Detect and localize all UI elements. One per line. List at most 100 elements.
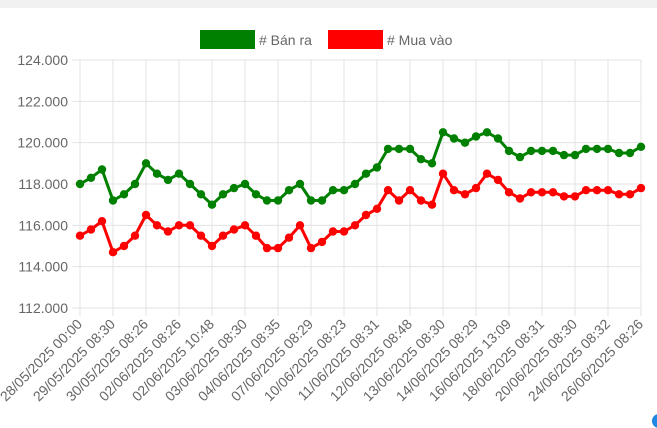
data-point[interactable] — [119, 241, 129, 251]
data-point[interactable] — [262, 243, 272, 253]
data-point[interactable] — [515, 152, 525, 162]
data-point[interactable] — [537, 146, 547, 156]
data-point[interactable] — [625, 148, 635, 158]
data-point[interactable] — [75, 179, 85, 189]
data-point[interactable] — [174, 221, 184, 230]
data-point[interactable] — [614, 190, 624, 199]
data-point[interactable] — [493, 134, 503, 143]
data-point[interactable] — [394, 144, 404, 154]
data-point[interactable] — [207, 241, 217, 251]
data-point[interactable] — [163, 175, 173, 185]
data-point[interactable] — [460, 190, 470, 199]
data-point[interactable] — [372, 204, 382, 213]
data-point[interactable] — [97, 217, 107, 226]
data-point[interactable] — [570, 150, 580, 160]
data-point[interactable] — [229, 225, 239, 234]
data-point[interactable] — [526, 146, 536, 156]
data-point[interactable] — [317, 196, 327, 205]
data-point[interactable] — [350, 221, 360, 230]
data-point[interactable] — [636, 142, 646, 151]
data-point[interactable] — [526, 188, 536, 197]
data-point[interactable] — [405, 144, 415, 154]
data-point[interactable] — [361, 169, 371, 178]
data-point[interactable] — [141, 159, 151, 168]
data-point[interactable] — [460, 138, 470, 147]
data-point[interactable] — [273, 196, 283, 205]
data-point[interactable] — [262, 196, 272, 205]
data-point[interactable] — [306, 243, 316, 253]
legend-item-2[interactable]: # Mua vào — [328, 30, 453, 49]
data-point[interactable] — [295, 179, 305, 189]
data-point[interactable] — [152, 169, 162, 178]
data-point[interactable] — [636, 183, 646, 193]
data-point[interactable] — [185, 179, 195, 189]
data-point[interactable] — [559, 150, 569, 160]
data-point[interactable] — [119, 190, 129, 199]
data-point[interactable] — [383, 186, 393, 195]
data-point[interactable] — [548, 188, 558, 197]
data-point[interactable] — [284, 186, 294, 195]
data-point[interactable] — [592, 144, 602, 154]
data-point[interactable] — [482, 169, 492, 178]
data-point[interactable] — [504, 188, 514, 197]
data-point[interactable] — [240, 179, 250, 189]
data-point[interactable] — [75, 231, 85, 240]
legend-item-1[interactable]: # Bán ra — [200, 30, 312, 49]
data-point[interactable] — [251, 231, 261, 240]
data-point[interactable] — [471, 183, 481, 193]
data-point[interactable] — [537, 188, 547, 197]
data-point[interactable] — [141, 210, 151, 220]
data-point[interactable] — [559, 192, 569, 201]
chart-legend[interactable]: # Bán ra # Mua vào — [200, 30, 453, 49]
data-point[interactable] — [339, 227, 349, 236]
data-point[interactable] — [581, 144, 591, 154]
data-point[interactable] — [449, 134, 459, 143]
data-point[interactable] — [570, 192, 580, 201]
data-point[interactable] — [603, 186, 613, 195]
data-point[interactable] — [592, 186, 602, 195]
data-point[interactable] — [581, 186, 591, 195]
data-point[interactable] — [361, 210, 371, 220]
data-point[interactable] — [438, 128, 448, 137]
data-point[interactable] — [548, 146, 558, 156]
data-point[interactable] — [471, 132, 481, 141]
data-point[interactable] — [416, 196, 426, 205]
data-point[interactable] — [218, 190, 228, 199]
data-point[interactable] — [86, 225, 96, 234]
data-point[interactable] — [493, 175, 503, 185]
data-point[interactable] — [240, 221, 250, 230]
data-point[interactable] — [284, 233, 294, 242]
data-point[interactable] — [196, 231, 206, 240]
data-point[interactable] — [427, 200, 437, 209]
data-point[interactable] — [504, 146, 514, 156]
data-point[interactable] — [383, 144, 393, 154]
data-point[interactable] — [482, 128, 492, 137]
data-point[interactable] — [97, 165, 107, 174]
data-point[interactable] — [86, 173, 96, 182]
data-point[interactable] — [108, 196, 118, 205]
data-point[interactable] — [207, 200, 217, 209]
data-point[interactable] — [317, 237, 327, 247]
data-point[interactable] — [152, 221, 162, 230]
data-point[interactable] — [273, 243, 283, 253]
data-point[interactable] — [625, 190, 635, 199]
data-point[interactable] — [185, 221, 195, 230]
data-point[interactable] — [251, 190, 261, 199]
data-point[interactable] — [427, 159, 437, 168]
data-point[interactable] — [163, 227, 173, 236]
data-point[interactable] — [603, 144, 613, 154]
data-point[interactable] — [515, 194, 525, 203]
data-point[interactable] — [295, 221, 305, 230]
data-point[interactable] — [130, 179, 140, 189]
data-point[interactable] — [614, 148, 624, 158]
data-point[interactable] — [438, 169, 448, 178]
data-point[interactable] — [328, 186, 338, 195]
data-point[interactable] — [306, 196, 316, 205]
data-point[interactable] — [416, 155, 426, 164]
data-point[interactable] — [449, 186, 459, 195]
data-point[interactable] — [405, 186, 415, 195]
data-point[interactable] — [108, 248, 118, 257]
data-point[interactable] — [174, 169, 184, 178]
data-point[interactable] — [350, 179, 360, 189]
data-point[interactable] — [394, 196, 404, 205]
